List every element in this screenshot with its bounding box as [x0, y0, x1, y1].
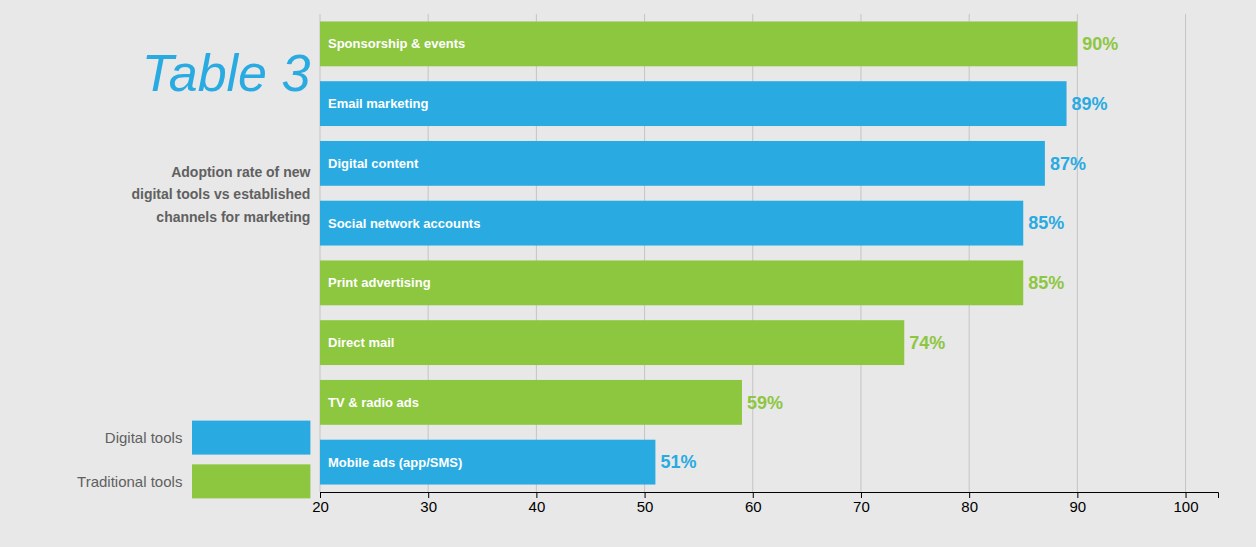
data-label: 89% — [1072, 94, 1108, 114]
bar — [320, 260, 1023, 305]
x-tick-label: 100 — [1174, 498, 1199, 515]
legend-swatch — [192, 464, 310, 498]
chart: Table 3 Adoption rate of new digital tools… — [0, 0, 1256, 547]
x-tick: 60 — [745, 492, 762, 515]
bar — [320, 21, 1077, 66]
plot: 51% Mobile ads (app/SMS) 59% TV & radio ads… — [312, 14, 1218, 515]
x-tick: 40 — [529, 492, 546, 515]
title: Table 3 — [142, 44, 311, 102]
subtitle-line: digital tools vs established — [131, 186, 310, 202]
data-label: 51% — [660, 452, 696, 472]
x-tick: 50 — [637, 492, 654, 515]
legend-label: Digital tools — [105, 429, 183, 446]
labels: 51% Mobile ads (app/SMS) 59% TV & radio ads… — [328, 34, 1118, 472]
x-tick: 80 — [961, 492, 978, 515]
bar — [320, 81, 1067, 126]
data-label: 87% — [1050, 154, 1086, 174]
x-tick: 30 — [420, 492, 437, 515]
bar — [320, 141, 1045, 186]
legend-label: Traditional tools — [77, 473, 182, 490]
x-tick-label: 20 — [312, 498, 329, 515]
legend-item: Digital tools — [105, 421, 311, 455]
category-label: TV & radio ads — [328, 395, 419, 410]
x-tick-label: 90 — [1070, 498, 1087, 515]
data-label: 59% — [747, 393, 783, 413]
category-label: Mobile ads (app/SMS) — [328, 455, 462, 470]
x-tick: 100 — [1174, 492, 1199, 515]
bar — [320, 320, 904, 365]
x-axis: 20 30 40 50 60 70 80 90 100 — [312, 492, 1218, 515]
category-label: Email marketing — [328, 96, 428, 111]
x-tick-label: 60 — [745, 498, 762, 515]
x-tick-label: 50 — [637, 498, 654, 515]
bars — [320, 21, 1077, 484]
x-tick: 70 — [853, 492, 870, 515]
bar — [320, 380, 742, 425]
grid-line — [1185, 14, 1186, 492]
bar — [320, 440, 655, 485]
grid-line — [1077, 14, 1078, 492]
subtitle-line: Adoption rate of new — [171, 164, 310, 180]
category-label: Digital content — [328, 156, 419, 171]
background — [0, 0, 1256, 547]
x-tick: 20 — [312, 492, 329, 515]
x-tick-label: 40 — [529, 498, 546, 515]
legend-swatch — [192, 421, 310, 455]
x-tick-label: 70 — [853, 498, 870, 515]
category-label: Social network accounts — [328, 216, 480, 231]
data-label: 85% — [1028, 273, 1064, 293]
subtitle-line: channels for marketing — [156, 209, 310, 225]
category-label: Direct mail — [328, 335, 394, 350]
subtitle: Adoption rate of new digital tools vs est… — [131, 164, 310, 225]
category-label: Print advertising — [328, 275, 431, 290]
x-tick: 90 — [1070, 492, 1087, 515]
category-label: Sponsorship & events — [328, 36, 465, 51]
data-label: 85% — [1028, 213, 1064, 233]
data-label: 90% — [1082, 34, 1118, 54]
data-label: 74% — [909, 333, 945, 353]
grid — [320, 14, 1186, 492]
bar — [320, 201, 1023, 246]
x-tick-label: 30 — [420, 498, 437, 515]
x-tick-label: 80 — [961, 498, 978, 515]
legend-item: Traditional tools — [77, 464, 310, 498]
